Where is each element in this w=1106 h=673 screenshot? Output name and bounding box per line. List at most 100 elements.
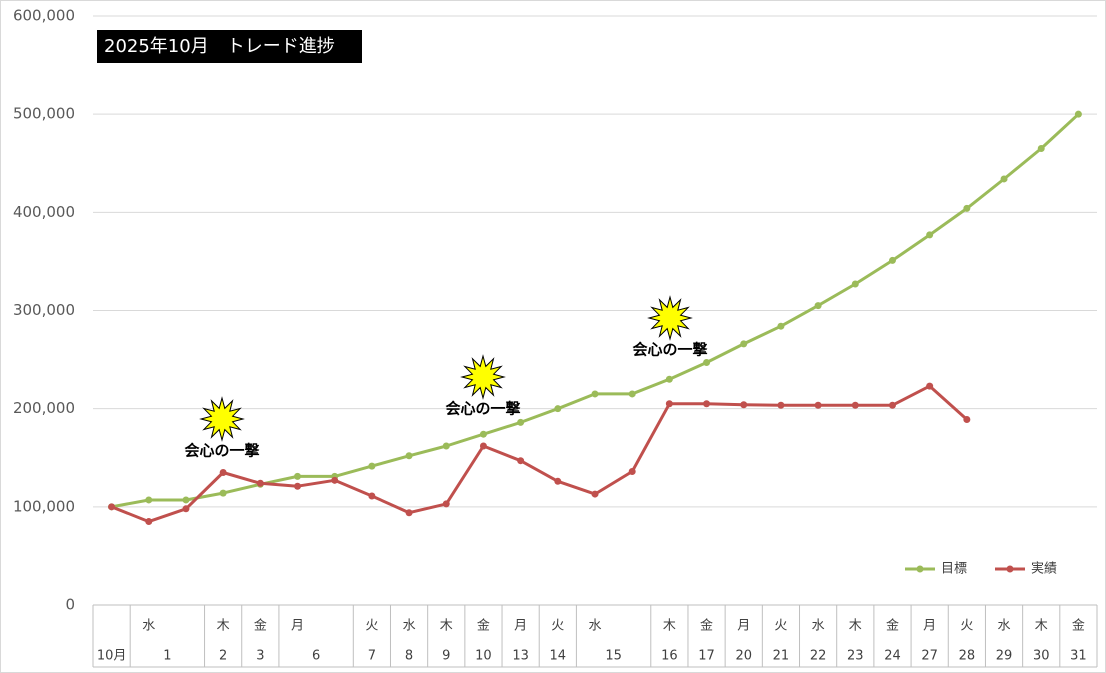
weekday-label: 金 <box>1072 618 1085 634</box>
weekday-label: 水 <box>588 619 601 634</box>
starburst-icon <box>647 295 693 341</box>
x-tick-label: 13 <box>512 649 529 664</box>
x-tick-label: 1 <box>163 649 171 664</box>
y-tick-label: 400,000 <box>13 203 75 221</box>
point <box>368 462 376 470</box>
point <box>256 479 264 487</box>
legend-marker <box>1006 565 1014 573</box>
point <box>628 467 636 475</box>
weekday-label: 火 <box>551 619 564 634</box>
point <box>145 518 153 526</box>
weekday-label: 木 <box>849 619 862 634</box>
weekday-label: 月 <box>291 619 304 634</box>
weekday-label: 月 <box>737 619 750 634</box>
point <box>517 418 525 426</box>
point <box>665 400 673 408</box>
legend: 目標 実績 <box>905 561 1057 577</box>
weekday-label: 火 <box>774 619 787 634</box>
point <box>628 390 636 398</box>
x-tick-label: 16 <box>661 649 678 664</box>
point <box>219 489 227 497</box>
point <box>591 390 599 398</box>
point <box>703 359 711 367</box>
annotation: 会心の一撃 <box>632 341 707 359</box>
x-tick-label: 3 <box>256 649 264 664</box>
x-tick-label: 15 <box>605 649 622 664</box>
annotation: 会心の一撃 <box>445 400 520 418</box>
x-tick-label: 31 <box>1070 649 1087 664</box>
point <box>665 375 673 383</box>
y-tick-label: 0 <box>65 596 75 614</box>
legend-label: 実績 <box>1031 561 1057 577</box>
annotation: 会心の一撃 <box>184 442 259 460</box>
point <box>1074 110 1082 118</box>
weekday-label: 金 <box>254 618 267 634</box>
grid: 0 100,000 200,000 300,000 400,000 500,000 600,… <box>13 7 1097 614</box>
weekday-label: 金 <box>700 618 713 634</box>
x-tick-label: 7 <box>368 649 376 664</box>
point <box>888 401 896 409</box>
weekday-label: 木 <box>663 619 676 634</box>
point <box>851 280 859 288</box>
point <box>405 509 413 517</box>
x-tick-label: 24 <box>884 649 901 664</box>
point <box>926 382 934 390</box>
y-tick-label: 600,000 <box>13 7 75 25</box>
x-tick-label: 28 <box>959 649 976 664</box>
point <box>963 415 971 423</box>
chart-title: 2025年10月 トレード進捗 <box>104 36 335 57</box>
x-tick-label: 8 <box>405 649 413 664</box>
weekday-label: 水 <box>998 619 1011 634</box>
x-tick-label: 27 <box>921 649 938 664</box>
point <box>294 472 302 480</box>
weekday-label: 木 <box>440 619 453 634</box>
point <box>145 496 153 504</box>
point <box>479 442 487 450</box>
point <box>740 340 748 348</box>
point <box>1037 145 1045 153</box>
point <box>888 256 896 264</box>
weekday-label: 水 <box>812 619 825 634</box>
x-tick-label: 6 <box>312 649 320 664</box>
point <box>963 204 971 212</box>
point <box>740 401 748 409</box>
weekday-label: 月 <box>923 619 936 634</box>
x-tick-label: 21 <box>773 649 790 664</box>
x-tick-label: 10月 <box>97 649 127 664</box>
x-tick-label: 10 <box>475 649 492 664</box>
point <box>554 477 562 485</box>
point <box>479 430 487 438</box>
legend-marker <box>916 565 924 573</box>
x-tick-label: 14 <box>550 649 567 664</box>
title-box <box>97 30 362 63</box>
point <box>108 503 116 511</box>
weekday-label: 火 <box>365 619 378 634</box>
point <box>926 231 934 239</box>
weekday-label: 水 <box>403 619 416 634</box>
point <box>591 490 599 498</box>
x-tick-label: 9 <box>442 649 450 664</box>
weekday-label: 木 <box>217 619 230 634</box>
weekday-label: 金 <box>886 618 899 634</box>
point <box>182 505 190 513</box>
point <box>1000 175 1008 183</box>
y-tick-label: 200,000 <box>13 399 75 417</box>
starburst-icon <box>460 354 506 400</box>
point <box>554 405 562 413</box>
point <box>219 468 227 476</box>
point <box>814 401 822 409</box>
point <box>405 452 413 460</box>
x-tick-label: 30 <box>1033 649 1050 664</box>
series-line <box>111 384 968 524</box>
x-tick-label: 29 <box>996 649 1013 664</box>
x-tick-label: 23 <box>847 649 864 664</box>
weekday-label: 火 <box>960 619 973 634</box>
x-tick-label: 2 <box>219 649 227 664</box>
weekday-label: 金 <box>477 618 490 634</box>
y-tick-label: 500,000 <box>13 105 75 123</box>
starburst-icon <box>199 396 245 442</box>
point <box>703 400 711 408</box>
weekday-label: 木 <box>1035 619 1048 634</box>
